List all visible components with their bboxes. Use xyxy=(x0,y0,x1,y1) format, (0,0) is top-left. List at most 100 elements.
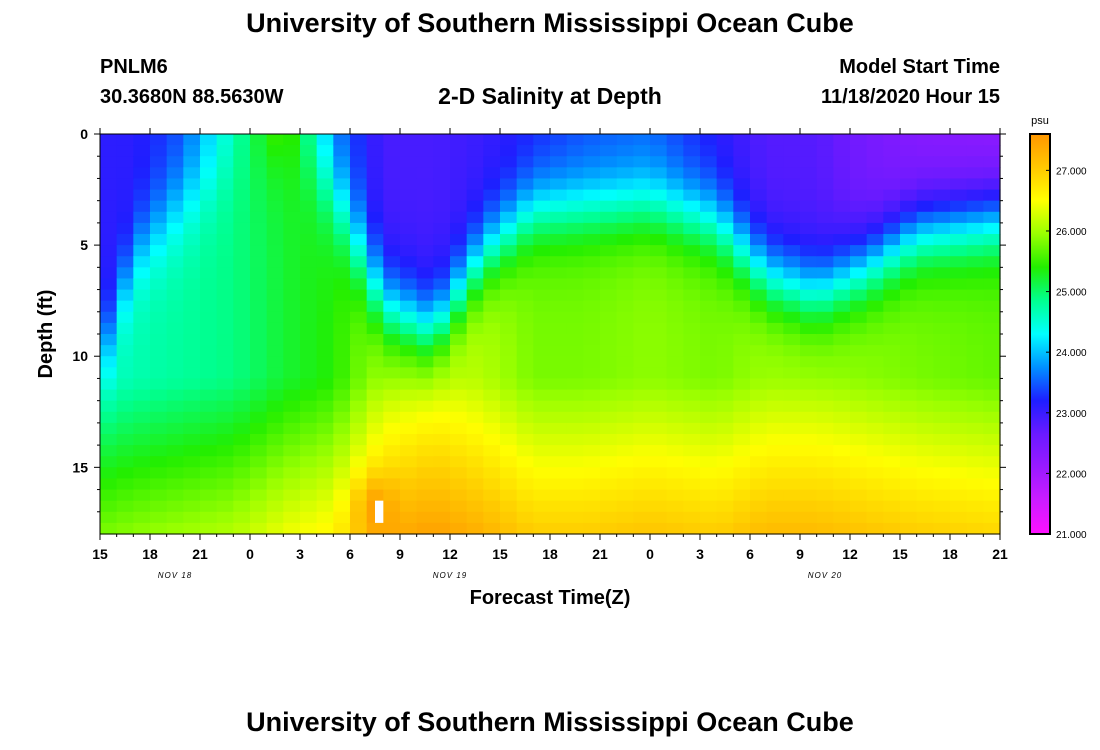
heatmap-cell xyxy=(150,445,168,457)
heatmap-cell xyxy=(366,356,384,368)
heatmap-cell xyxy=(166,511,184,524)
heatmap-cell xyxy=(650,389,668,402)
heatmap-cell xyxy=(550,322,568,335)
heatmap-cell xyxy=(900,311,918,324)
heatmap-cell xyxy=(883,278,901,291)
heatmap-cell xyxy=(466,500,484,513)
heatmap-cell xyxy=(466,267,484,280)
heatmap-cell xyxy=(666,322,684,335)
heatmap-cell xyxy=(383,489,401,502)
heatmap-cell xyxy=(300,200,318,213)
heatmap-cell xyxy=(900,234,918,246)
heatmap-cell xyxy=(183,389,201,402)
heatmap-cell xyxy=(733,134,751,146)
heatmap-cell xyxy=(100,300,118,313)
heatmap-cell xyxy=(116,411,134,424)
heatmap-cell xyxy=(466,367,484,380)
heatmap-cell xyxy=(716,211,734,224)
heatmap-cell xyxy=(116,289,134,302)
heatmap-cell xyxy=(433,322,451,335)
heatmap-cell xyxy=(616,300,634,313)
heatmap-cell xyxy=(266,322,284,335)
heatmap-cell xyxy=(250,334,268,346)
heatmap-cell xyxy=(716,222,734,235)
heatmap-cell xyxy=(233,200,251,213)
heatmap-cell xyxy=(250,356,268,368)
heatmap-cell xyxy=(150,345,168,357)
heatmap-cell xyxy=(683,411,701,424)
heatmap-cell xyxy=(733,300,751,313)
heatmap-cell xyxy=(233,411,251,424)
heatmap-cell xyxy=(533,411,551,424)
heatmap-cell xyxy=(750,478,768,491)
heatmap-cell xyxy=(450,467,468,480)
heatmap-cell xyxy=(866,289,884,302)
heatmap-cell xyxy=(300,211,318,224)
heatmap-cell xyxy=(650,211,668,224)
heatmap-cell xyxy=(200,167,218,180)
heatmap-cell xyxy=(300,467,318,480)
heatmap-cell xyxy=(650,367,668,380)
heatmap-cell xyxy=(666,422,684,435)
heatmap-cell xyxy=(783,289,801,302)
heatmap-cell xyxy=(383,422,401,435)
heatmap-cell xyxy=(316,367,334,380)
heatmap-cell xyxy=(233,422,251,435)
heatmap-cell xyxy=(483,467,501,480)
heatmap-cell xyxy=(483,400,501,413)
heatmap-cell xyxy=(350,500,368,513)
heatmap-cell xyxy=(800,167,818,180)
heatmap-cell xyxy=(650,345,668,357)
heatmap-cell xyxy=(800,445,818,457)
heatmap-cell xyxy=(850,156,868,168)
heatmap-cell xyxy=(516,489,534,502)
heatmap-cell xyxy=(833,334,851,346)
heatmap-cell xyxy=(983,345,1001,357)
heatmap-cell xyxy=(216,467,234,480)
heatmap-cell xyxy=(166,411,184,424)
heatmap-cell xyxy=(783,134,801,146)
heatmap-cell xyxy=(583,389,601,402)
heatmap-cell xyxy=(450,522,468,535)
heatmap-cell xyxy=(283,522,301,535)
heatmap-cell xyxy=(983,178,1001,191)
heatmap-cell xyxy=(500,178,518,191)
heatmap-cell xyxy=(533,311,551,324)
heatmap-cell xyxy=(383,189,401,202)
heatmap-cell xyxy=(133,367,151,380)
heatmap-cell xyxy=(833,222,851,235)
heatmap-cell xyxy=(266,445,284,457)
heatmap-cell xyxy=(600,367,618,380)
heatmap-cell xyxy=(483,345,501,357)
heatmap-cell xyxy=(433,145,451,157)
heatmap-cell xyxy=(950,322,968,335)
main-title: University of Southern Mississippi Ocean… xyxy=(246,8,854,38)
heatmap-cell xyxy=(666,489,684,502)
heatmap-cell xyxy=(266,411,284,424)
heatmap-cell xyxy=(683,167,701,180)
heatmap-cell xyxy=(183,134,201,146)
heatmap-cell xyxy=(583,500,601,513)
heatmap-cell xyxy=(233,522,251,535)
heatmap-cell xyxy=(266,134,284,146)
heatmap-cell xyxy=(550,389,568,402)
heatmap-cell xyxy=(866,422,884,435)
heatmap-cell xyxy=(133,445,151,457)
heatmap-cell xyxy=(933,400,951,413)
heatmap-cell xyxy=(283,134,301,146)
heatmap-cell xyxy=(266,234,284,246)
heatmap-cell xyxy=(483,411,501,424)
heatmap-cell xyxy=(716,178,734,191)
heatmap-cell xyxy=(383,145,401,157)
heatmap-cell xyxy=(883,322,901,335)
heatmap-cell xyxy=(133,500,151,513)
heatmap-cell xyxy=(300,178,318,191)
heatmap-cell xyxy=(500,300,518,313)
heatmap-cell xyxy=(250,211,268,224)
heatmap-cell xyxy=(516,211,534,224)
heatmap-cell xyxy=(816,434,834,446)
heatmap-cell xyxy=(716,389,734,402)
heatmap-cell xyxy=(100,434,118,446)
heatmap-cell xyxy=(216,356,234,368)
